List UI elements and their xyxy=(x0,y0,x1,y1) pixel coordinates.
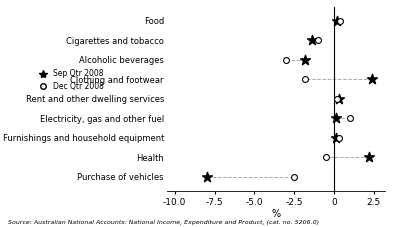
Dec Qtr 2008 xyxy=(283,58,289,62)
Sep Qtr 2008 xyxy=(308,38,315,42)
Sep Qtr 2008 xyxy=(333,116,339,120)
Sep Qtr 2008 xyxy=(302,58,308,62)
Dec Qtr 2008 xyxy=(302,77,308,81)
Sep Qtr 2008 xyxy=(369,77,376,81)
Sep Qtr 2008 xyxy=(334,19,341,22)
Dec Qtr 2008 xyxy=(347,116,353,120)
Dec Qtr 2008 xyxy=(291,175,297,179)
Dec Qtr 2008 xyxy=(334,97,341,101)
Text: Source: Australian National Accounts: National Income, Expenditure and Product, : Source: Australian National Accounts: Na… xyxy=(8,220,319,225)
Sep Qtr 2008 xyxy=(333,136,339,140)
Sep Qtr 2008 xyxy=(336,97,342,101)
Dec Qtr 2008 xyxy=(323,156,329,159)
Legend: Sep Qtr 2008, Dec Qtr 2008: Sep Qtr 2008, Dec Qtr 2008 xyxy=(35,69,104,91)
X-axis label: %: % xyxy=(272,209,280,219)
Sep Qtr 2008 xyxy=(366,156,372,159)
Dec Qtr 2008 xyxy=(336,136,342,140)
Dec Qtr 2008 xyxy=(337,19,344,22)
Sep Qtr 2008 xyxy=(203,175,210,179)
Dec Qtr 2008 xyxy=(315,38,321,42)
